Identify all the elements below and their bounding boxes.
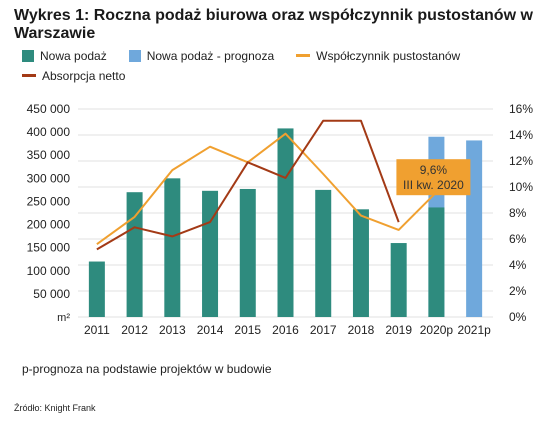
x-tick-label: 2016 [272,323,299,337]
y-left-tick-label: 250 000 [27,194,71,208]
bar-nowa-podaz [239,188,256,317]
x-tick-label: 2015 [234,323,261,337]
line-wspolczynnik-pustostanow [96,132,438,246]
x-tick-label: 2011 [84,323,110,337]
source-note: Źródło: Knight Frank [14,403,96,413]
bar-nowa-podaz [352,209,369,317]
legend-swatch [22,49,34,62]
annotation-box [396,159,471,196]
legend: Nowa podaż Nowa podaż - prognoza Współcz… [22,47,552,87]
x-tick-label: 2020p [420,323,454,337]
bar-nowa-podaz [277,128,294,317]
x-tick-label: 2021p [457,323,491,337]
y-right-tick-label: 12% [509,154,533,168]
y-right-tick-label: 14% [509,128,533,142]
legend-label: Nowa podaż [40,48,107,63]
y-left-tick-label: 50 000 [33,287,70,301]
y-right-tick-label: 2% [509,284,527,298]
line-absorpcja-netto [96,119,400,251]
y-left-tick-label: 200 000 [27,218,71,232]
y-right-tick-label: 10% [509,180,533,194]
y-right-tick-label: 8% [509,206,527,220]
legend-item-nowa-podaz-prognoza: Nowa podaż - prognoza [128,48,275,63]
y-left-unit-label: m² [57,312,70,324]
bar-nowa-podaz [390,243,407,317]
legend-label: Absorpcja netto [42,68,126,83]
legend-item-nowa-podaz: Nowa podaż [22,49,107,63]
legend-row-1: Nowa podaż Nowa podaż - prognoza Współcz… [22,47,552,64]
y-right-tick-label: 0% [509,310,527,324]
footnote: p-prognoza na podstawie projektów w budo… [22,362,272,376]
y-left-tick-label: 350 000 [27,148,71,162]
y-left-tick-label: 450 000 [27,102,71,116]
x-tick-label: 2014 [197,323,224,337]
x-tick-label: 2012 [121,323,148,337]
bar-nowa-podaz [202,190,219,317]
x-tick-label: 2018 [348,323,375,337]
x-tick-label: 2019 [385,323,412,337]
y-left-tick-label: 300 000 [27,171,71,185]
legend-row-2: Absorpcja netto [22,67,552,84]
legend-label: Nowa podaż - prognoza [146,48,275,63]
chart-title: Wykres 1: Roczna podaż biurowa oraz wspó… [14,7,533,42]
legend-item-absorpcja: Absorpcja netto [22,69,125,83]
bar-nowa-podaz [428,207,445,317]
legend-swatch [22,74,36,77]
legend-label: Współczynnik pustostanów [316,48,461,63]
bar-nowa-podaz [88,261,105,317]
legend-swatch [296,54,311,57]
bar-nowa-podaz [315,189,332,317]
y-right-tick-label: 4% [509,258,527,272]
y-right-tick-label: 6% [509,232,527,246]
bar-nowa-podaz [126,192,143,317]
legend-item-wspolczynnik: Współczynnik pustostanów [296,49,460,63]
y-left-tick-label: 100 000 [27,264,71,278]
annotation-value: 9,6% [420,163,448,177]
x-tick-label: 2013 [159,323,186,337]
annotation-period: III kw. 2020 [403,178,464,192]
x-tick-label: 2017 [310,323,337,337]
y-left-tick-label: 150 000 [27,241,71,255]
bar-nowa-podaz [164,178,181,317]
chart-plot: 50 000 100 000 150 000 200 000 250 000 300 00… [27,102,534,337]
legend-swatch [128,49,141,62]
y-right-tick-label: 16% [509,102,533,116]
y-left-tick-label: 400 000 [27,125,71,139]
